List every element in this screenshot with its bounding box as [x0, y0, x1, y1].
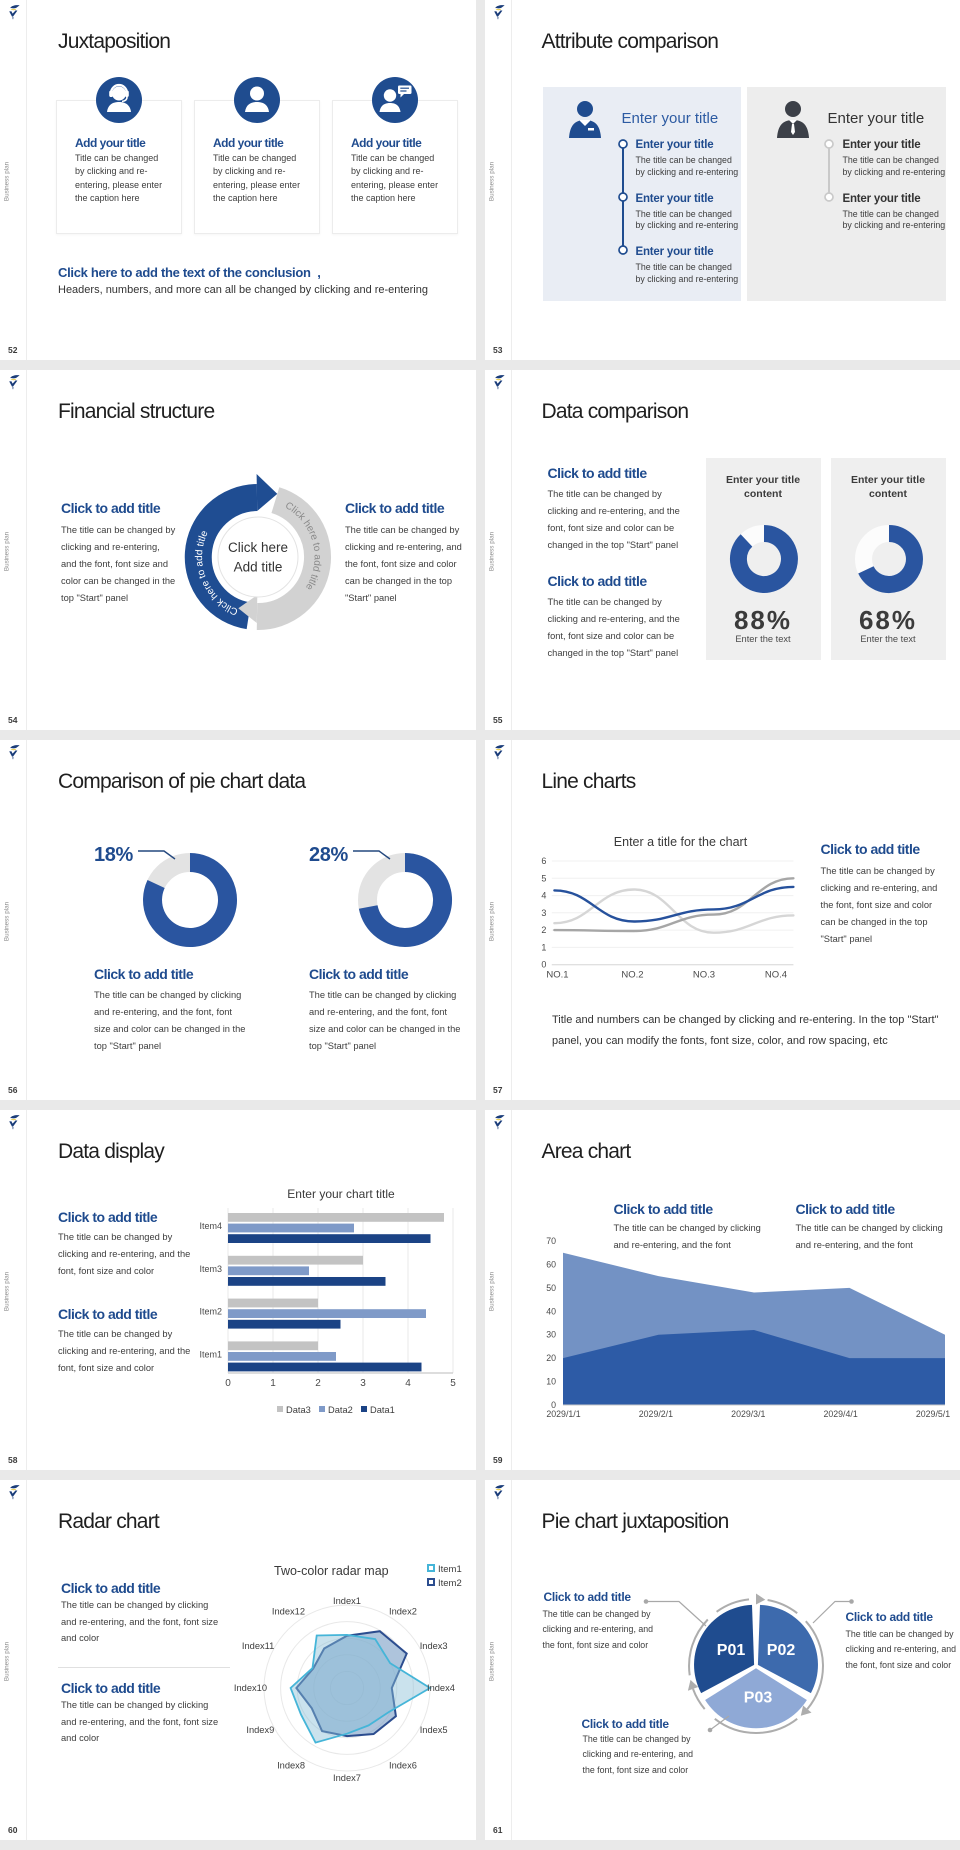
svg-text:2029/3/1: 2029/3/1 [731, 1409, 765, 1419]
svg-text:30: 30 [546, 1330, 556, 1340]
svg-text:Index2: Index2 [389, 1606, 417, 1616]
svg-text:1: 1 [541, 942, 546, 952]
svg-text:2029/4/1: 2029/4/1 [823, 1409, 857, 1419]
svg-text:Index4: Index4 [427, 1683, 455, 1693]
svg-text:5: 5 [541, 873, 546, 883]
svg-text:Index11: Index11 [242, 1641, 274, 1651]
svg-text:4: 4 [405, 1378, 411, 1389]
svg-text:50: 50 [546, 1283, 556, 1293]
svg-text:2: 2 [541, 925, 546, 935]
svg-text:40: 40 [546, 1306, 556, 1316]
svg-text:Index5: Index5 [420, 1725, 448, 1735]
svg-text:Index12: Index12 [272, 1606, 305, 1616]
svg-text:3: 3 [360, 1378, 366, 1389]
svg-text:20: 20 [546, 1353, 556, 1363]
svg-text:Item4: Item4 [199, 1221, 222, 1231]
svg-text:2029/5/1: 2029/5/1 [915, 1409, 949, 1419]
svg-text:4: 4 [541, 891, 546, 901]
svg-text:P03: P03 [743, 1690, 772, 1707]
svg-text:Index7: Index7 [333, 1773, 361, 1783]
svg-text:Index6: Index6 [389, 1761, 417, 1771]
svg-text:6: 6 [541, 856, 546, 866]
svg-text:3: 3 [541, 908, 546, 918]
svg-text:Item2: Item2 [438, 1578, 462, 1589]
svg-text:10: 10 [546, 1377, 556, 1387]
svg-text:Index8: Index8 [277, 1761, 305, 1771]
svg-text:Data1: Data1 [370, 1405, 395, 1415]
svg-text:Item1: Item1 [199, 1349, 222, 1359]
svg-text:Index1: Index1 [333, 1596, 361, 1606]
svg-text:Index10: Index10 [234, 1683, 267, 1693]
svg-text:70: 70 [546, 1236, 556, 1246]
svg-text:1: 1 [270, 1378, 276, 1389]
svg-text:NO.2: NO.2 [621, 970, 643, 981]
svg-text:Data2: Data2 [328, 1405, 353, 1415]
svg-text:0: 0 [541, 960, 546, 970]
svg-text:Data3: Data3 [286, 1405, 311, 1415]
svg-text:Item2: Item2 [199, 1307, 222, 1317]
svg-text:Click here: Click here [228, 540, 288, 555]
svg-text:2: 2 [315, 1378, 321, 1389]
svg-text:P01: P01 [716, 1642, 745, 1659]
svg-text:5: 5 [450, 1378, 456, 1389]
svg-text:Add title: Add title [234, 559, 283, 574]
svg-text:Index3: Index3 [420, 1641, 448, 1651]
svg-text:2029/2/1: 2029/2/1 [638, 1409, 672, 1419]
svg-text:60: 60 [546, 1259, 556, 1269]
svg-text:0: 0 [225, 1378, 231, 1389]
svg-text:NO.4: NO.4 [764, 970, 786, 981]
svg-text:NO.3: NO.3 [692, 970, 714, 981]
svg-text:Item1: Item1 [438, 1564, 462, 1575]
svg-text:NO.1: NO.1 [546, 970, 568, 981]
svg-text:0: 0 [551, 1400, 556, 1410]
svg-text:Index9: Index9 [246, 1725, 274, 1735]
svg-text:Item3: Item3 [199, 1264, 222, 1274]
svg-text:P02: P02 [766, 1642, 795, 1659]
svg-text:2029/1/1: 2029/1/1 [546, 1409, 580, 1419]
